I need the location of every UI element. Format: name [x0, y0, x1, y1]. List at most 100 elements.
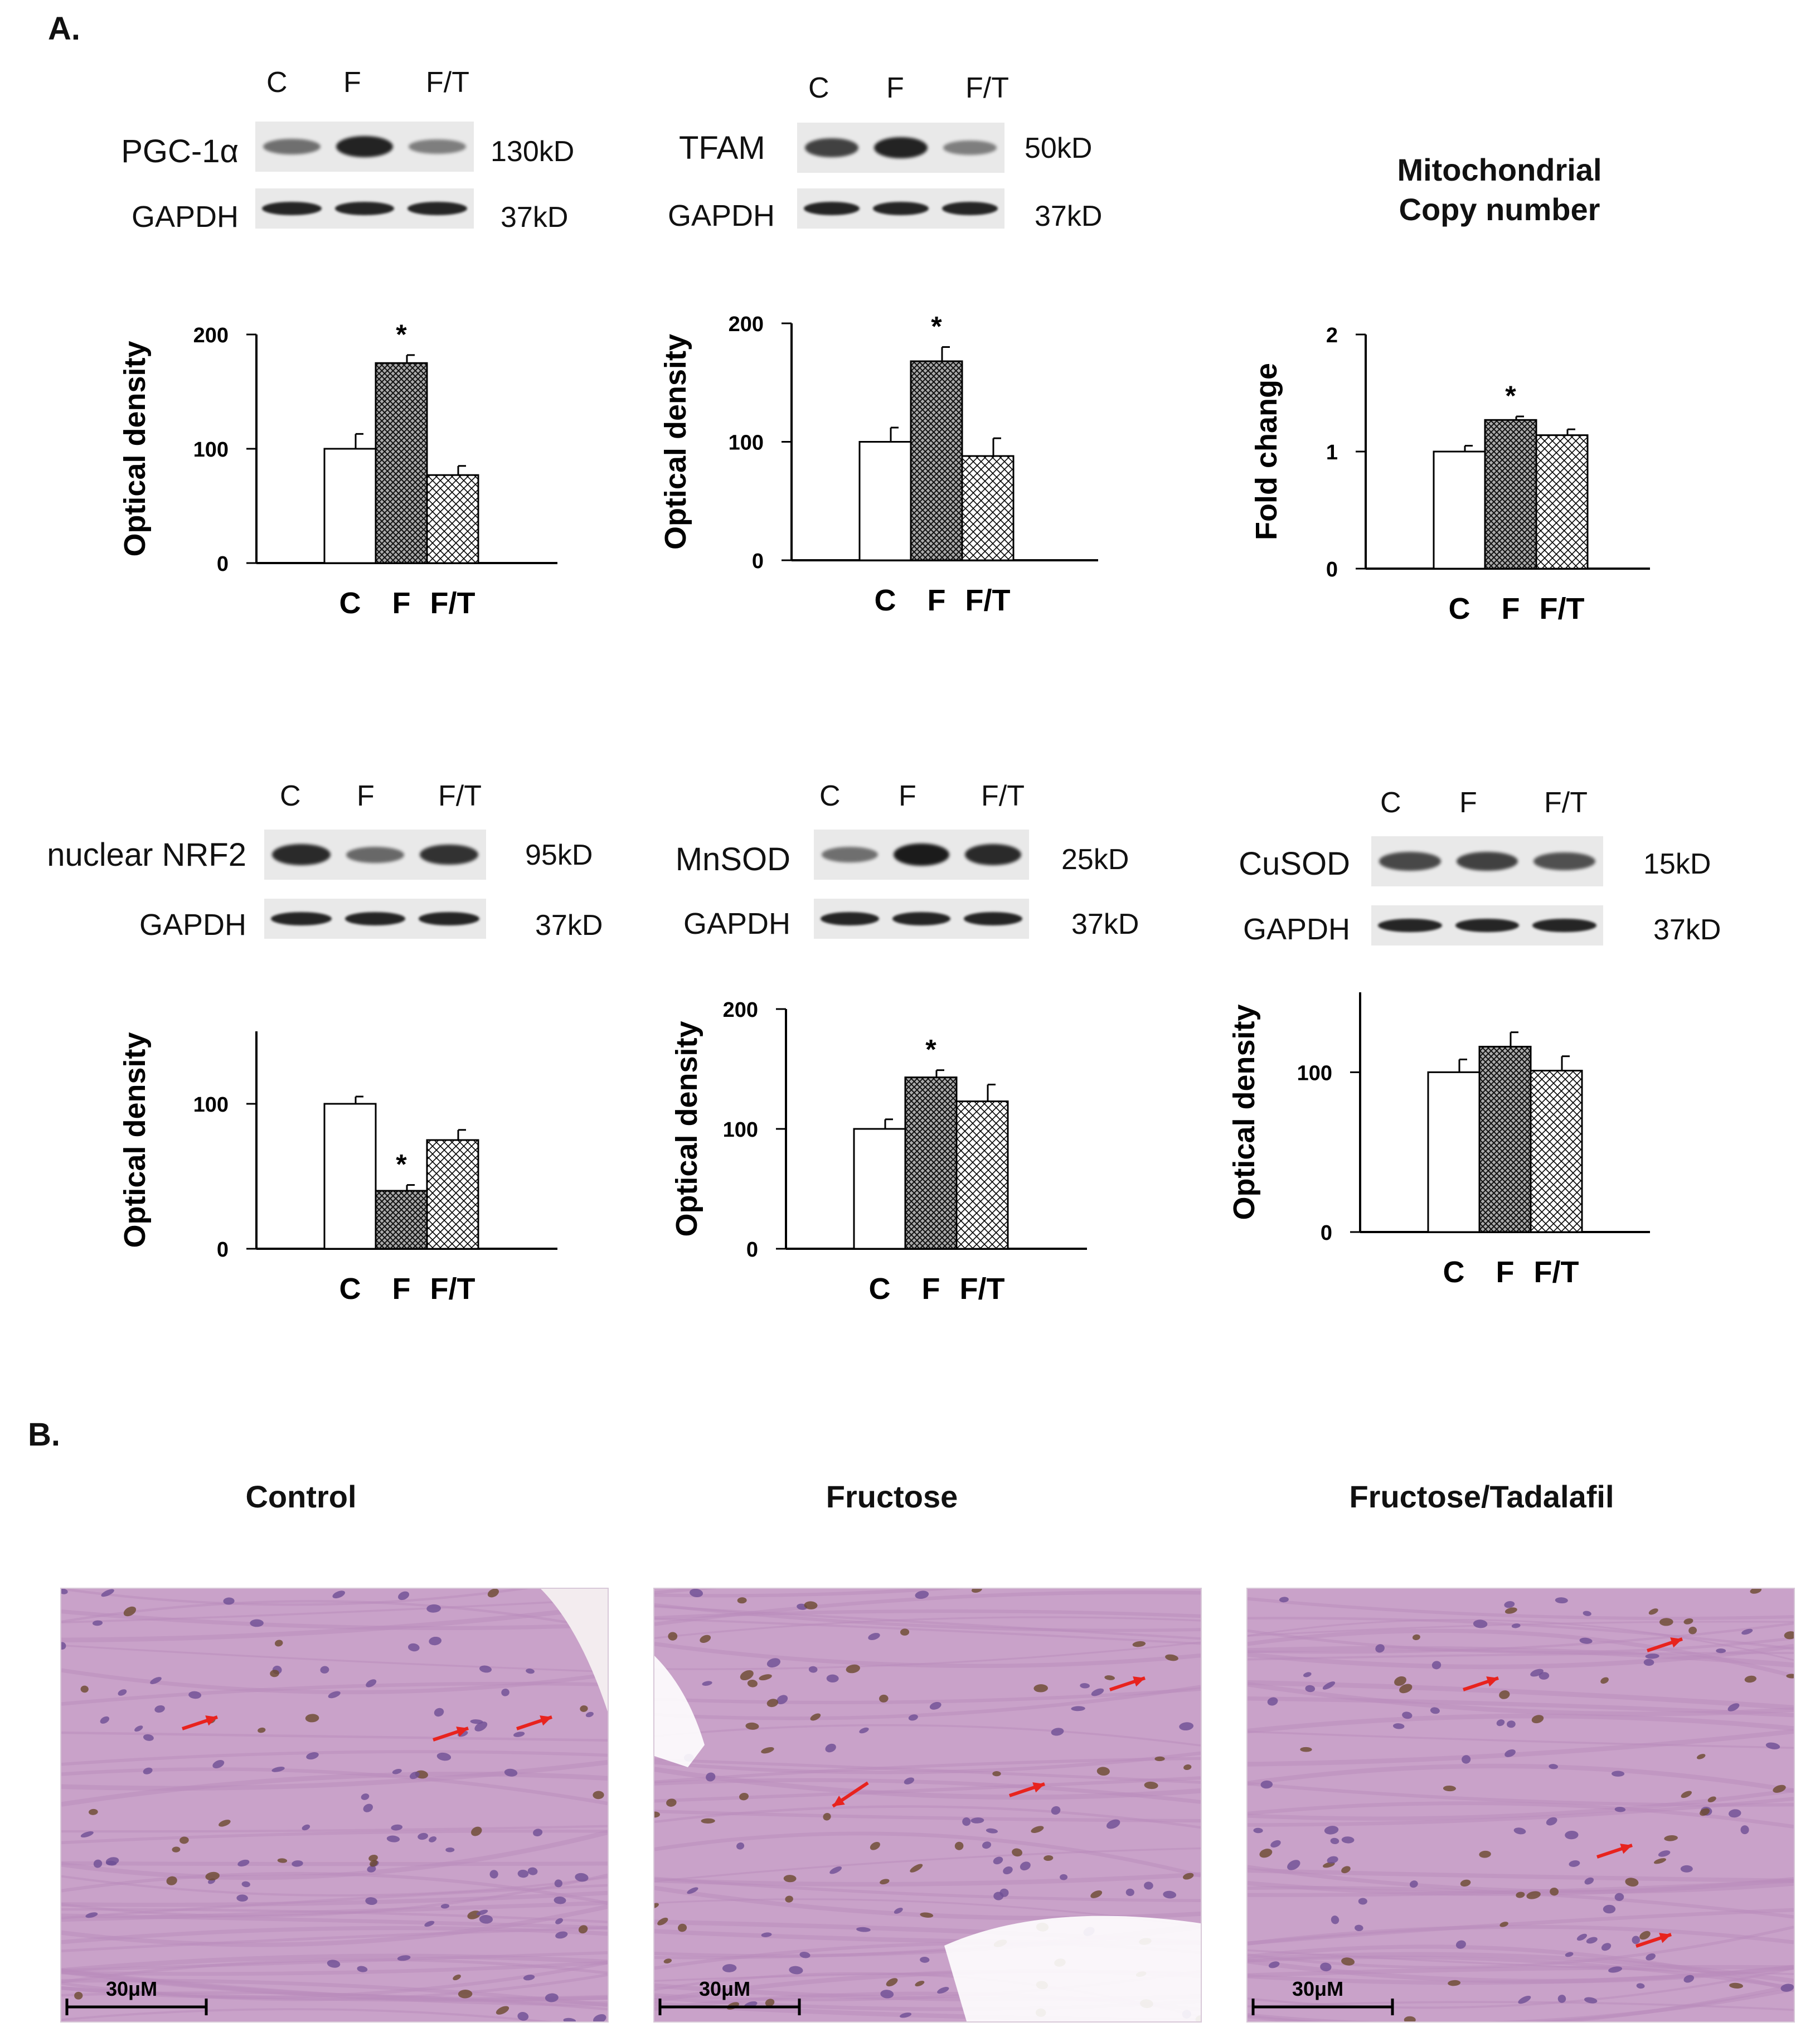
cell-nucleus	[1504, 1749, 1516, 1757]
protein-label: MnSOD	[675, 841, 790, 877]
cell-nucleus	[690, 1589, 703, 1598]
cell-nucleus	[74, 1991, 83, 2000]
cell-nucleus	[920, 1956, 930, 1963]
cell-nucleus	[740, 1670, 754, 1681]
cell-nucleus	[270, 1670, 279, 1677]
protein-band	[336, 135, 394, 158]
cell-nucleus	[361, 1793, 370, 1800]
cell-nucleus	[1645, 1653, 1659, 1659]
panel-b-label: B.	[28, 1417, 60, 1453]
cell-nucleus	[1499, 1690, 1510, 1699]
y-tick-label: 1	[1326, 441, 1338, 464]
protein-kd-label: 25kD	[1061, 843, 1129, 876]
tissue-fiber	[654, 1603, 1201, 1632]
tissue-fiber	[1248, 1730, 1794, 1749]
cell-nucleus	[1555, 1597, 1568, 1604]
chart-pgc1a: 0 100 200 Optical density C F * F/T	[118, 319, 557, 620]
cell-nucleus	[391, 1824, 403, 1831]
cell-nucleus	[1279, 1597, 1289, 1603]
y-tick-label: 0	[752, 550, 764, 573]
y-tick-label: 200	[193, 324, 229, 347]
cell-nucleus	[154, 1705, 165, 1713]
cell-nucleus	[1750, 1589, 1762, 1594]
cell-nucleus	[1392, 1723, 1405, 1729]
scale-label: 30μM	[1292, 1977, 1343, 2000]
y-tick-label: 0	[1321, 1221, 1332, 1245]
tissue-fiber	[61, 1731, 608, 1742]
cell-nucleus	[846, 1664, 860, 1674]
cell-nucleus	[526, 1669, 535, 1674]
y-tick-label: 0	[217, 552, 229, 576]
cell-nucleus	[1096, 1767, 1110, 1776]
protein-band	[1379, 852, 1441, 871]
cell-nucleus	[143, 1767, 153, 1774]
tissue-fiber	[654, 1616, 1201, 1640]
cell-nucleus	[357, 1966, 368, 1972]
cell-nucleus	[445, 1847, 455, 1853]
cell-nucleus	[702, 1681, 712, 1686]
cell-nucleus	[1322, 1681, 1336, 1690]
cell-nucleus	[219, 1820, 231, 1827]
loading-blot-strip	[264, 899, 486, 939]
protein-kd-label: 50kD	[1025, 132, 1093, 164]
cell-nucleus	[271, 1767, 285, 1772]
cell-nucleus	[765, 1999, 775, 2006]
tissue-fiber	[61, 1771, 608, 1807]
tissue-fiber	[654, 1685, 1201, 1720]
bar	[323, 448, 377, 564]
cell-nucleus	[150, 1677, 162, 1684]
x-tick-label: F	[392, 1272, 411, 1306]
cell-nucleus	[1462, 1755, 1471, 1764]
loading-label: GAPDH	[683, 907, 790, 940]
loading-band	[344, 912, 406, 925]
loading-kd-label: 37kD	[1035, 200, 1103, 232]
cell-nucleus	[1586, 1937, 1598, 1944]
tissue-fiber	[1248, 1619, 1794, 1661]
bar	[955, 1100, 1009, 1250]
cell-nucleus	[1253, 1827, 1263, 1834]
cell-nucleus	[1165, 1654, 1178, 1661]
loading-kd-label: 37kD	[501, 201, 569, 234]
cell-nucleus	[663, 1958, 672, 1964]
protein-band	[965, 844, 1021, 865]
protein-label: nuclear NRF2	[47, 837, 246, 873]
x-tick-label: C	[869, 1272, 891, 1306]
mito-title-line1: Mitochondrial	[1397, 152, 1602, 187]
cell-nucleus	[736, 1842, 745, 1850]
tissue-fiber	[1248, 1868, 1794, 1883]
cell-nucleus	[1740, 1825, 1749, 1835]
loading-band	[1455, 919, 1520, 932]
tissue-fiber	[654, 1757, 1201, 1784]
cell-nucleus	[436, 1752, 452, 1761]
tissue-fiber	[654, 1872, 1201, 1887]
tissue-fiber	[654, 1589, 963, 1598]
y-tick-label: 100	[193, 1093, 229, 1117]
cell-nucleus	[1090, 1890, 1103, 1898]
micrograph-title: Control	[245, 1479, 357, 1514]
x-tick-label: F/T	[965, 584, 1011, 617]
cell-nucleus	[1546, 1817, 1557, 1826]
micrograph-title: Fructose/Tadalafil	[1349, 1479, 1614, 1514]
protein-blot-strip	[1371, 836, 1603, 886]
lane-label: F	[357, 780, 375, 812]
cell-nucleus	[1144, 1881, 1153, 1890]
cell-nucleus	[1267, 1697, 1278, 1706]
x-tick-label: F	[928, 584, 946, 617]
cell-nucleus	[409, 1771, 420, 1779]
cell-nucleus	[397, 1955, 411, 1961]
lane-label: F	[343, 66, 361, 99]
red-arrow	[1635, 1933, 1672, 1948]
protein-band	[893, 843, 950, 866]
cell-nucleus	[1625, 1878, 1639, 1887]
lane-label: F	[1459, 787, 1477, 819]
loading-kd-label: 37kD	[535, 909, 603, 942]
cell-nucleus	[894, 1908, 903, 1914]
cell-nucleus	[1550, 1887, 1559, 1896]
cell-nucleus	[1584, 1997, 1598, 2004]
protein-band	[822, 847, 878, 862]
cell-nucleus	[1183, 1873, 1194, 1880]
cell-nucleus	[1305, 1685, 1316, 1693]
cell-nucleus	[1683, 1618, 1693, 1624]
cell-nucleus	[804, 1601, 818, 1609]
cell-nucleus	[962, 1817, 971, 1826]
